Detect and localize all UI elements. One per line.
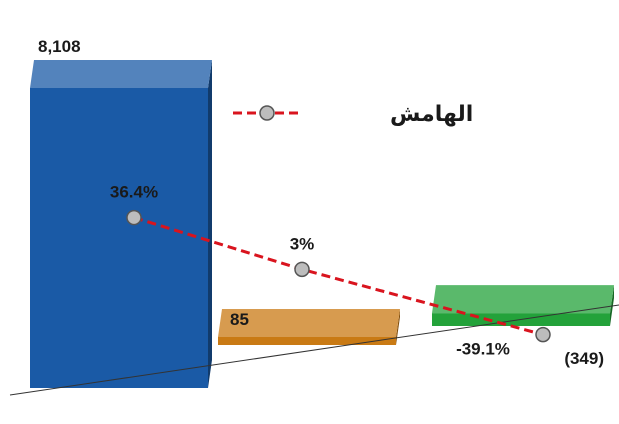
bar-2 [218, 309, 400, 345]
bar-1 [30, 60, 212, 388]
bar-2-side [396, 309, 400, 345]
bar-1-top [30, 60, 212, 88]
margin-line-layer [126, 209, 551, 343]
bar-3-top [432, 285, 614, 314]
margin-point-1 [126, 209, 142, 226]
bar-value-label-3: (349) [564, 349, 604, 368]
bar-3 [432, 285, 614, 326]
margin-point-2 [294, 261, 310, 278]
bar-1-side [208, 60, 212, 388]
bar-2-front [218, 337, 396, 345]
legend: الهامش [233, 101, 473, 127]
baseline [9, 304, 619, 396]
margin-value-label-3: -39.1% [456, 340, 510, 359]
bar-value-label-2: 85 [230, 310, 249, 329]
bar-value-label-1: 8,108 [38, 37, 81, 56]
margin-point-3 [535, 326, 551, 343]
margin-value-label-2: 3% [290, 234, 315, 253]
bar-1-front [30, 88, 208, 388]
legend-marker [259, 105, 275, 121]
margin-value-label-1: 36.4% [110, 183, 158, 202]
legend-label: الهامش [390, 101, 473, 127]
bar-2-top [218, 309, 400, 337]
labels-layer: 8,108 85 (349) 36.4% 3% -39.1% [38, 37, 604, 368]
bars-layer [30, 60, 614, 388]
